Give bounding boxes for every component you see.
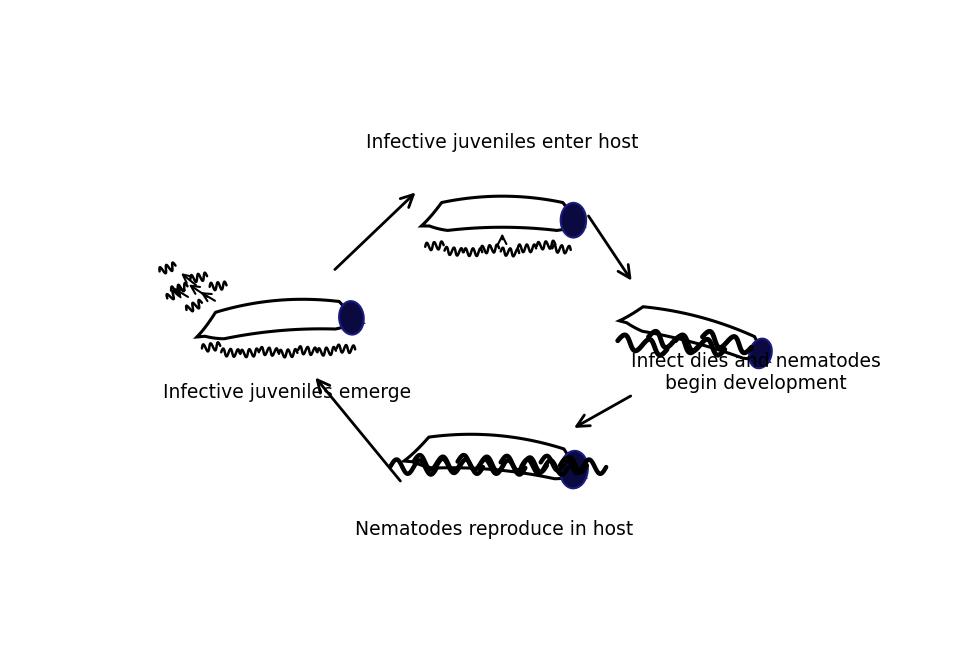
Text: Infective juveniles enter host: Infective juveniles enter host [366, 133, 639, 152]
Text: Infective juveniles emerge: Infective juveniles emerge [164, 383, 412, 402]
Polygon shape [421, 196, 583, 230]
Text: Infect dies and nematodes
begin development: Infect dies and nematodes begin developm… [631, 353, 881, 393]
Polygon shape [404, 434, 584, 479]
Ellipse shape [749, 339, 772, 369]
Ellipse shape [561, 203, 586, 238]
Ellipse shape [339, 301, 364, 335]
Polygon shape [197, 299, 362, 339]
Text: Nematodes reproduce in host: Nematodes reproduce in host [356, 520, 634, 539]
Polygon shape [619, 307, 768, 361]
Ellipse shape [561, 451, 588, 488]
